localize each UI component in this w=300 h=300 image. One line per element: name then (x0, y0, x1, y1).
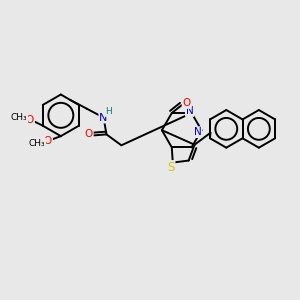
Text: N: N (186, 106, 194, 116)
Text: H: H (105, 107, 112, 116)
Text: S: S (167, 161, 175, 174)
Text: O: O (44, 136, 52, 146)
Text: CH₃: CH₃ (29, 139, 45, 148)
Text: N: N (194, 127, 201, 137)
Text: O: O (85, 129, 93, 140)
Text: CH₃: CH₃ (11, 113, 27, 122)
Text: O: O (182, 98, 191, 108)
Text: N: N (99, 112, 108, 123)
Text: O: O (26, 115, 34, 125)
